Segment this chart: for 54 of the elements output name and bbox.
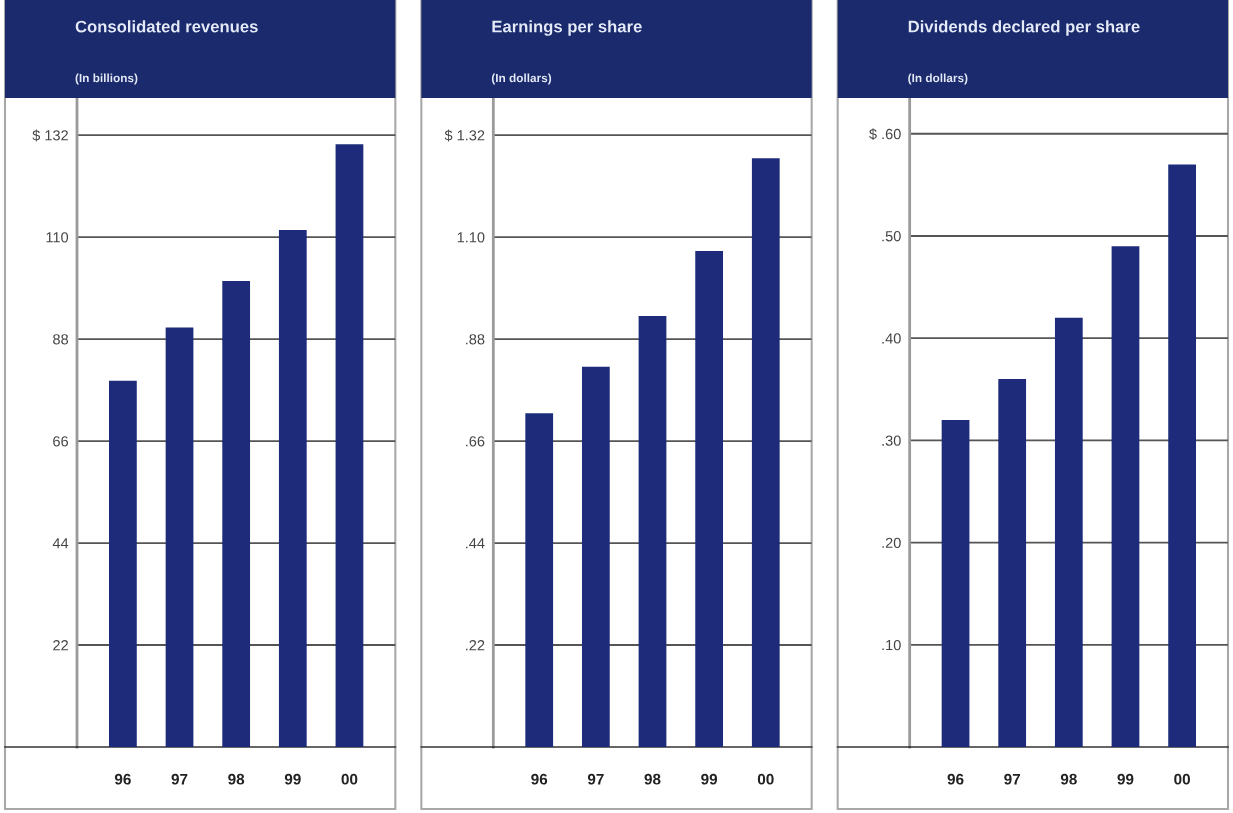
bar [1054,317,1083,747]
y-tick-label: .10 [882,639,901,651]
bar [695,250,724,747]
y-tick-label: .22 [466,640,485,651]
bar [998,379,1027,747]
x-tick-label: 97 [171,773,188,785]
x-tick-label: 99 [701,773,718,785]
chart-title: Consolidated revenues [75,20,258,33]
chart-subtitle: (In dollars) [908,73,968,85]
bar [222,281,251,747]
chart-subtitle: (In billions) [75,73,138,85]
x-tick-label: 00 [341,773,358,785]
y-tick-label: .44 [466,538,485,549]
y-tick-label: $ .60 [869,128,901,141]
y-tick-label: 66 [53,436,69,447]
x-tick-label: 96 [114,773,131,785]
x-tick-label: 97 [587,773,604,785]
y-tick-label: .30 [882,435,901,446]
bar [1168,164,1196,747]
x-tick-label: 98 [228,773,245,785]
chart-title: Dividends declared per share [908,20,1140,36]
x-tick-label: 99 [284,773,301,785]
bar [525,413,554,747]
bar [165,327,194,747]
x-tick-label: 98 [1060,773,1077,785]
x-tick-label: 00 [1174,773,1190,785]
y-tick-label: 88 [53,334,69,345]
y-tick-label: 1.10 [457,232,485,243]
bar [1111,246,1140,747]
x-tick-label: 00 [757,773,774,785]
x-tick-label: 97 [1004,773,1021,785]
bar [638,315,667,747]
x-tick-label: 98 [644,773,661,785]
bar [278,230,307,747]
chart-subtitle: (In dollars) [491,73,552,85]
y-tick-label: .66 [466,436,485,447]
x-tick-label: 99 [1117,773,1134,785]
y-tick-label: .20 [882,537,901,549]
bar [581,366,610,747]
y-tick-label: 22 [53,640,68,651]
y-tick-label: .88 [466,334,485,345]
x-tick-label: 96 [947,773,964,785]
y-tick-label: 44 [52,538,69,549]
bar [941,419,970,747]
bar [109,380,137,747]
chart-title: Earnings per share [492,20,642,36]
y-tick-label: $ 132 [32,129,68,142]
x-tick-label: 96 [531,773,548,785]
y-tick-label: .40 [882,333,901,344]
bar [751,158,780,747]
y-tick-label: $ 1.32 [444,129,485,142]
y-tick-label: 110 [46,232,69,243]
bar [335,144,364,747]
y-tick-label: .50 [882,231,901,242]
